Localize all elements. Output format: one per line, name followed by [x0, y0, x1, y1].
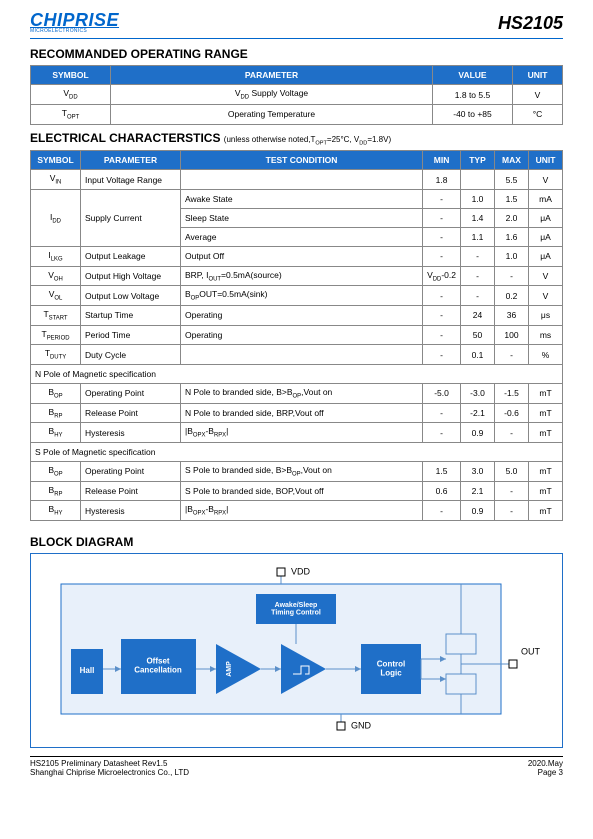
svg-text:Logic: Logic — [380, 669, 402, 678]
block-diagram: Hall OffsetCancellation AMP Awake/SleepTimi… — [30, 553, 563, 748]
svg-text:Awake/Sleep: Awake/Sleep — [275, 602, 318, 609]
svg-text:VDD: VDD — [291, 566, 311, 576]
electrical-title: ELECTRICAL CHARACTERSTICS (unless otherw… — [30, 131, 563, 147]
svg-text:AMP: AMP — [226, 661, 233, 677]
part-number: HS2105 — [498, 13, 563, 34]
page-header: CHIPRISE MICROELECTRONICS HS2105 — [30, 12, 563, 36]
svg-text:Offset: Offset — [146, 657, 169, 666]
footer-doc-rev: HS2105 Preliminary Datasheet Rev1.5 — [30, 759, 189, 768]
electrical-table: SYMBOLPARAMETERTEST CONDITIONMINTYPMAXUN… — [30, 150, 563, 521]
svg-text:Timing Control: Timing Control — [271, 610, 321, 617]
footer-page: Page 3 — [528, 768, 563, 777]
logo: CHIPRISE MICROELECTRONICS — [30, 12, 119, 34]
svg-text:Cancellation: Cancellation — [134, 666, 182, 675]
footer-company: Shanghai Chiprise Microelectronics Co., … — [30, 768, 189, 777]
logo-main: CHIPRISE — [30, 12, 119, 28]
svg-text:OUT: OUT — [521, 646, 541, 656]
footer-date: 2020.May — [528, 759, 563, 768]
page-footer: HS2105 Preliminary Datasheet Rev1.5 Shan… — [30, 756, 563, 777]
svg-text:Control: Control — [377, 660, 405, 669]
block-diagram-title: BLOCK DIAGRAM — [30, 535, 563, 549]
operating-range-table: SYMBOLPARAMETERVALUEUNITVDDVDD Supply Vo… — [30, 65, 563, 124]
svg-text:GND: GND — [351, 720, 372, 730]
operating-range-title: RECOMMANDED OPERATING RANGE — [30, 47, 563, 61]
header-rule — [30, 38, 563, 39]
svg-text:Hall: Hall — [80, 666, 95, 675]
